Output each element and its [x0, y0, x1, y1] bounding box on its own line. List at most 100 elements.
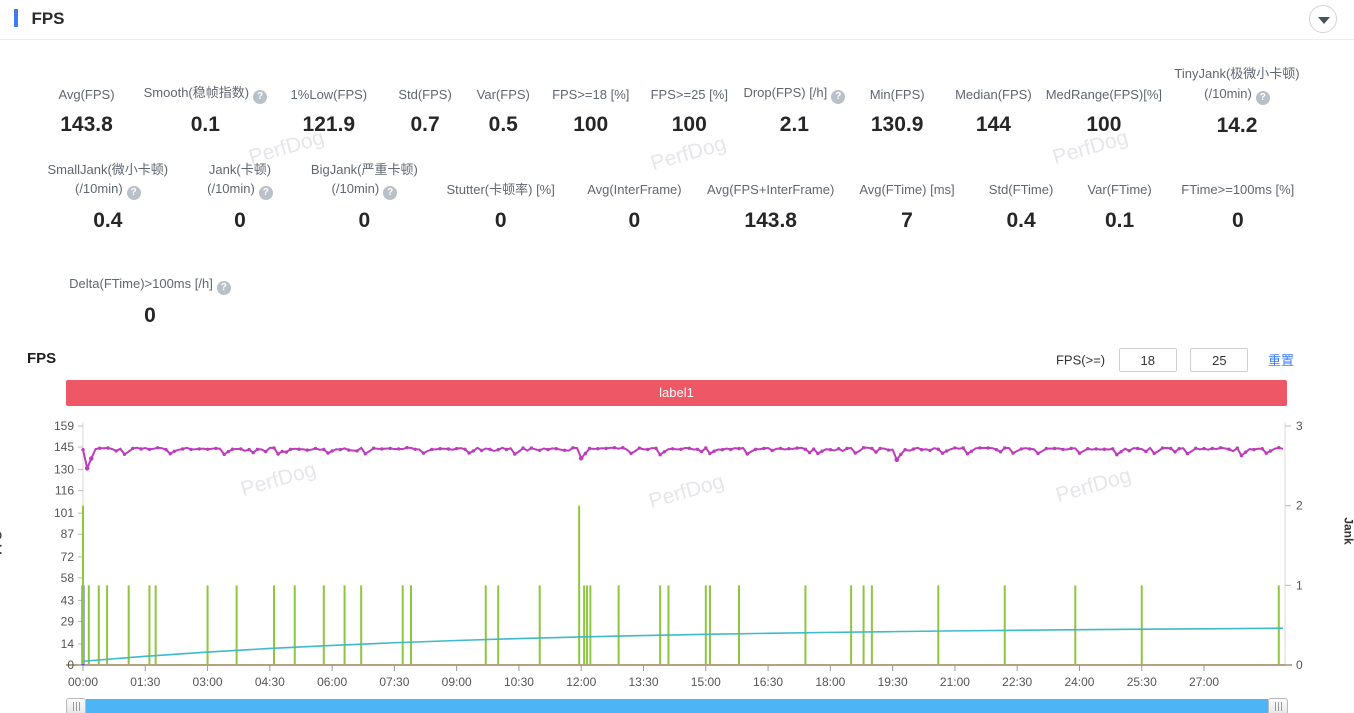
stat-median-fps-: Median(FPS) 144 — [945, 64, 1042, 138]
stat-row: Avg(FPS) 143.8 Smooth(稳帧指数)? 0.1 1%Low(FPS) 1… — [34, 64, 1308, 138]
svg-text:18:00: 18:00 — [815, 675, 845, 689]
stat-label: TinyJank(极微小卡顿) (/10min)? — [1174, 66, 1300, 105]
stat-smalljank-: SmallJank(微小卡顿) (/10min)? 0.4 — [34, 160, 182, 234]
stat-value: 0.7 — [410, 113, 440, 136]
stat-label: Avg(InterFrame) — [587, 182, 682, 197]
grip-icon — [1274, 702, 1282, 711]
stat-value: 0.4 — [93, 209, 123, 232]
fps-threshold-controls: FPS(>=) 重置 — [1056, 348, 1294, 372]
collapse-button[interactable] — [1309, 5, 1337, 33]
stat-value: 100 — [671, 113, 707, 136]
stat-value: 130.9 — [870, 113, 924, 136]
stat-delta-ftime-100ms-h-: Delta(FTime)>100ms [/h]? 0 — [34, 255, 266, 328]
svg-text:21:00: 21:00 — [940, 675, 970, 689]
svg-text:25:30: 25:30 — [1127, 675, 1157, 689]
svg-text:04:30: 04:30 — [255, 675, 285, 689]
zoombar-left-handle[interactable] — [66, 698, 86, 713]
svg-text:07:30: 07:30 — [379, 675, 409, 689]
stat-avg-fps-interframe-: Avg(FPS+InterFrame) 143.8 — [698, 160, 844, 234]
stat-medrange-fps-: MedRange(FPS)[%] 100 — [1042, 64, 1166, 138]
svg-text:19:30: 19:30 — [878, 675, 908, 689]
svg-text:116: 116 — [55, 484, 74, 498]
stat-value: 0 — [234, 209, 246, 232]
series-legend-banner[interactable]: label1 — [66, 380, 1287, 406]
help-icon[interactable]: ? — [1255, 90, 1270, 105]
stat-min-fps-: Min(FPS) 130.9 — [849, 64, 945, 138]
svg-text:10:30: 10:30 — [504, 675, 534, 689]
stat-label: MedRange(FPS)[%] — [1045, 86, 1163, 102]
svg-text:101: 101 — [54, 506, 74, 520]
fps-threshold-label: FPS(>=) — [1055, 352, 1106, 368]
stat-value: 0 — [1231, 208, 1244, 232]
stat-value: 143.8 — [60, 113, 113, 136]
svg-text:27:00: 27:00 — [1189, 675, 1219, 689]
stat-avg-fps-: Avg(FPS) 143.8 — [34, 64, 139, 138]
fps-jank-chart[interactable]: 0 14 29 43 58 72 87 101 116 130 145 159 0 1 2 3 00:00 01:… — [0, 406, 1354, 698]
stat-stutter-: Stutter(卡顿率) [%] 0 — [430, 160, 570, 234]
stat-fps-25-: FPS>=25 [%] 100 — [639, 64, 739, 138]
svg-text:00:00: 00:00 — [68, 675, 98, 689]
zoombar-range[interactable] — [86, 699, 1268, 713]
stat-avg-ftime-ms-: Avg(FTime) [ms] 7 — [844, 160, 971, 234]
stat-label: FTime>=100ms [%] — [1181, 182, 1295, 197]
stat-value: 0.4 — [1006, 208, 1036, 232]
zoombar-right-handle[interactable] — [1268, 698, 1288, 713]
stats-panel: PerfDog PerfDog PerfDog Avg(FPS) 143.8 Smo… — [0, 40, 1354, 328]
svg-text:145: 145 — [54, 440, 74, 454]
stat-label: Avg(FPS+InterFrame) — [707, 182, 835, 197]
stat-bigjank-: BigJank(严重卡顿) (/10min)? 0 — [298, 160, 430, 234]
stat-label: Stutter(卡顿率) [%] — [446, 182, 555, 197]
help-icon[interactable]: ? — [126, 186, 141, 200]
help-icon[interactable]: ? — [258, 186, 273, 200]
stat-label: Avg(FPS) — [58, 86, 115, 102]
stat-value: 121.9 — [302, 113, 356, 136]
svg-text:58: 58 — [61, 571, 75, 585]
chart-title: FPS — [27, 350, 57, 367]
svg-text:43: 43 — [61, 593, 75, 607]
chart-area[interactable]: PerfDog PerfDog PerfDog FPS Jank 0 14 29 43… — [0, 406, 1354, 698]
y-axis-label-jank: Jank — [1341, 517, 1354, 545]
fps-threshold-max-input[interactable] — [1190, 348, 1249, 372]
stat-label: BigJank(严重卡顿) (/10min)? — [310, 161, 418, 200]
svg-text:13:30: 13:30 — [629, 675, 659, 689]
stat-var-ftime-: Var(FTime) 0.1 — [1072, 160, 1168, 234]
time-zoombar — [66, 698, 1288, 713]
stat-label: Std(FTime) — [988, 182, 1054, 197]
help-icon[interactable]: ? — [831, 90, 846, 104]
stat-avg-interframe-: Avg(InterFrame) 0 — [571, 160, 698, 234]
fps-threshold-min-input[interactable] — [1118, 348, 1177, 372]
fps-chart-section: FPS FPS(>=) 重置 label1 PerfDog PerfDog Pe… — [0, 348, 1354, 713]
svg-text:130: 130 — [54, 463, 74, 477]
stat-value: 143.8 — [744, 208, 797, 232]
stat-label: SmallJank(微小卡顿) (/10min)? — [47, 161, 169, 200]
stat-1-low-fps-: 1%Low(FPS) 121.9 — [272, 64, 386, 138]
grip-icon — [72, 702, 80, 711]
help-icon[interactable]: ? — [253, 90, 268, 104]
stat-row: Delta(FTime)>100ms [/h]? 0 — [34, 255, 1308, 328]
svg-text:22:30: 22:30 — [1002, 675, 1032, 689]
stat-label: Avg(FTime) [ms] — [859, 182, 955, 197]
stat-label: FPS>=25 [%] — [650, 86, 728, 102]
reset-link[interactable]: 重置 — [1267, 352, 1294, 368]
help-icon[interactable]: ? — [383, 186, 398, 200]
stat-value: 0 — [358, 209, 371, 232]
svg-text:1: 1 — [1296, 578, 1303, 592]
stat-value: 100 — [573, 113, 609, 136]
stat-std-fps-: Std(FPS) 0.7 — [386, 64, 464, 138]
stat-jank-: Jank(卡顿) (/10min)? 0 — [182, 160, 299, 234]
stat-label: Std(FPS) — [398, 86, 452, 102]
svg-text:12:00: 12:00 — [566, 675, 596, 689]
svg-text:06:00: 06:00 — [317, 675, 347, 689]
panel-header: FPS — [0, 0, 1354, 40]
help-icon[interactable]: ? — [216, 281, 231, 295]
stat-value: 0.5 — [488, 113, 518, 136]
svg-text:14: 14 — [61, 637, 75, 651]
stat-value: 0.1 — [1104, 208, 1135, 232]
stat-value: 14.2 — [1216, 113, 1258, 137]
stat-smooth-: Smooth(稳帧指数)? 0.1 — [139, 64, 272, 138]
svg-text:3: 3 — [1296, 419, 1303, 433]
stat-label: Var(FTime) — [1087, 182, 1152, 197]
stat-label: Median(FPS) — [955, 86, 1032, 102]
stat-ftime-100ms-: FTime>=100ms [%] 0 — [1168, 160, 1308, 234]
stat-value: 0 — [144, 304, 156, 327]
